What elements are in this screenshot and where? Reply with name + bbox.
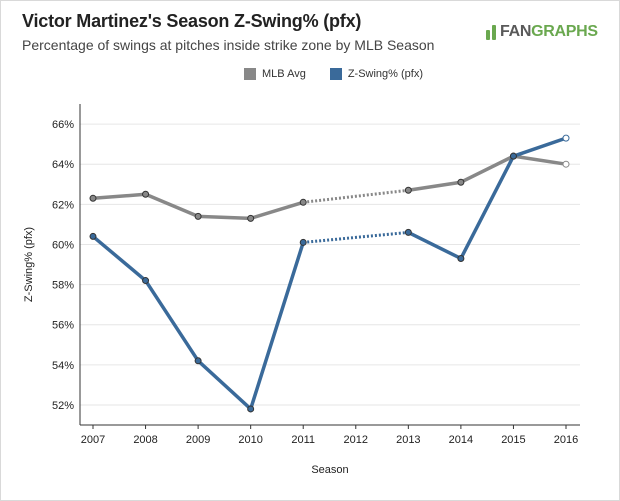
fangraphs-logo[interactable]: FANGRAPHS [484,22,598,42]
data-point-z-swing [299,238,307,246]
series-line-mlb-avg [459,154,516,184]
series-line-z-swing [91,234,148,283]
series-line-z-swing [511,136,568,158]
series-line-gap-z-swing [303,230,409,244]
series-line-z-swing [459,154,516,261]
y-tick-label: 54% [52,360,74,372]
x-tick-label: 2008 [133,434,157,446]
series-line-z-swing [406,230,463,261]
series-line-z-swing [143,278,200,363]
legend-swatch-z-swing [329,68,342,80]
y-tick-label: 58% [52,280,74,292]
x-tick-label: 2009 [186,434,210,446]
series-line-mlb-avg [91,192,148,201]
data-point-mlb-avg [457,178,465,186]
data-point-mlb-avg [194,212,202,220]
data-point-mlb-avg [404,186,412,194]
series-line-z-swing [248,240,305,411]
x-tick-label: 2010 [238,434,262,446]
data-point-mlb-avg [89,194,97,202]
legend-swatch-mlb-avg [244,68,256,80]
data-point-z-swing [457,254,465,262]
y-axis-title: Z-Swing% (pfx) [23,227,35,302]
fangraphs-wordmark: FANGRAPHS [500,23,598,40]
y-tick-label: 60% [52,239,74,251]
y-tick-label: 66% [52,119,74,131]
y-tick-label: 64% [52,159,74,171]
data-point-z-swing [247,405,255,413]
legend-item-mlb-avg[interactable]: MLB Avg [244,68,306,80]
legend-label-mlb-avg: MLB Avg [262,68,306,80]
grid-lines [80,123,580,406]
series-layer [89,134,570,413]
chart-subtitle: Percentage of swings at pitches inside s… [22,37,435,53]
x-axis-title: Season [311,464,348,476]
legend-item-z-swing[interactable]: Z-Swing% (pfx) [329,68,424,80]
axes [79,104,580,429]
series-line-mlb-avg [406,180,463,193]
series-line-mlb-avg [511,154,568,166]
fangraphs-logo-icon [484,24,498,40]
series-line-z-swing [196,359,253,411]
y-tick-label: 56% [52,320,74,332]
data-point-z-swing [142,277,150,285]
data-point-z-swing [404,228,412,236]
y-tick-label: 62% [52,199,74,211]
data-point-z-swing [562,134,570,142]
x-tick-label: 2014 [449,434,473,446]
legend-label-z-swing: Z-Swing% (pfx) [347,68,424,80]
data-point-mlb-avg [142,190,150,198]
chart-title: Victor Martinez's Season Z-Swing% (pfx) [22,11,362,31]
x-tick-label: 2012 [344,434,368,446]
tick-labels: 52% 54% 56% 58% 60% 62% 64% 66% 2007 2008 2009 2010… [23,119,578,476]
data-point-z-swing [89,232,97,240]
data-point-mlb-avg [562,160,570,168]
series-line-mlb-avg [143,192,200,219]
chart-legend: MLB Avg Z-Swing% (pfx) [244,68,423,80]
y-tick-label: 52% [52,400,74,412]
series-line-mlb-avg [196,214,253,221]
data-point-z-swing [509,152,517,160]
data-point-z-swing [194,357,202,365]
data-point-mlb-avg [247,214,255,222]
series-line-mlb-avg [248,200,305,221]
x-tick-label: 2016 [554,434,578,446]
x-tick-label: 2007 [81,434,105,446]
x-tick-label: 2013 [396,434,420,446]
x-tick-label: 2011 [291,434,315,446]
series-line-gap-mlb-avg [303,188,409,204]
data-point-mlb-avg [299,198,307,206]
x-tick-label: 2015 [501,434,525,446]
